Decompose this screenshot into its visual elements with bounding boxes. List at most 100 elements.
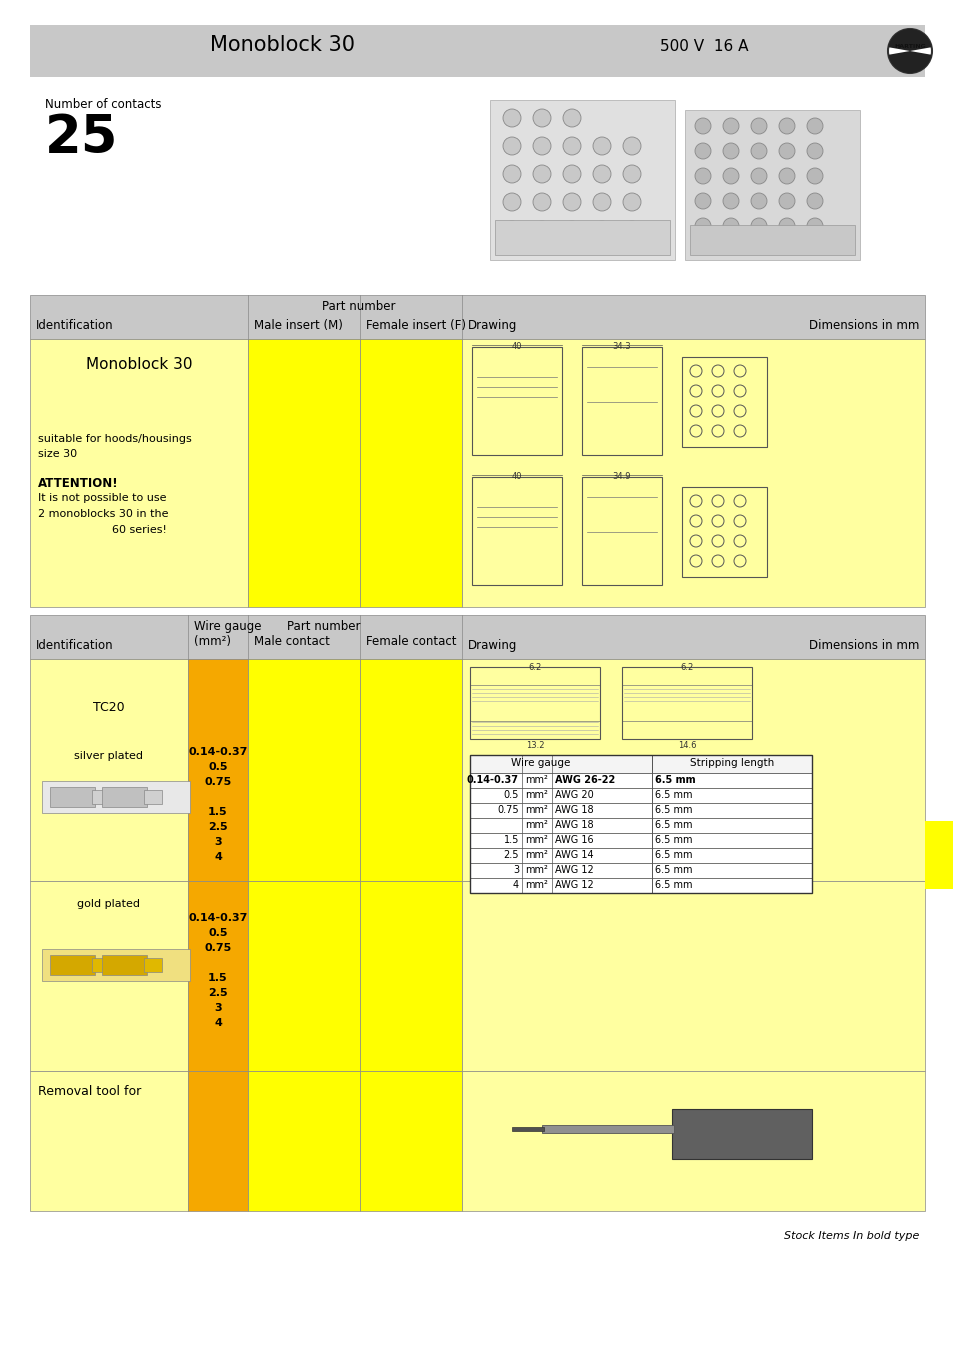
Text: mm²: mm²: [524, 865, 547, 875]
Text: Number of contacts: Number of contacts: [45, 99, 161, 111]
Circle shape: [779, 117, 794, 134]
Circle shape: [562, 136, 580, 155]
Text: 34.9: 34.9: [612, 472, 631, 481]
Text: 40: 40: [511, 472, 521, 481]
Bar: [470, 755, 811, 892]
Bar: [42, 949, 190, 981]
Text: AWG 18: AWG 18: [555, 819, 593, 830]
Bar: [684, 109, 859, 261]
Text: TC20: TC20: [93, 701, 125, 714]
Circle shape: [806, 167, 822, 184]
Bar: [248, 659, 359, 882]
Circle shape: [779, 193, 794, 209]
Text: Female contact: Female contact: [366, 634, 456, 648]
Bar: [30, 616, 924, 659]
Circle shape: [750, 143, 766, 159]
Bar: [30, 339, 248, 608]
Circle shape: [502, 109, 520, 127]
Text: AWG 12: AWG 12: [555, 865, 593, 875]
Text: Stock Items In bold type: Stock Items In bold type: [782, 1231, 918, 1241]
Text: 25: 25: [45, 112, 118, 163]
Bar: [359, 1071, 461, 1211]
Circle shape: [695, 117, 710, 134]
Bar: [681, 356, 766, 447]
Text: suitable for hoods/housings: suitable for hoods/housings: [38, 433, 192, 444]
Text: 2.5: 2.5: [208, 988, 228, 998]
Text: It is not possible to use: It is not possible to use: [38, 493, 167, 504]
Text: mm²: mm²: [524, 790, 547, 801]
Text: 6.5 mm: 6.5 mm: [655, 819, 692, 830]
Circle shape: [533, 193, 551, 211]
Text: size 30: size 30: [38, 450, 77, 459]
Bar: [144, 958, 162, 972]
Circle shape: [533, 109, 551, 127]
Bar: [581, 347, 661, 455]
Bar: [30, 1071, 188, 1211]
Circle shape: [806, 193, 822, 209]
Circle shape: [887, 28, 931, 73]
Circle shape: [750, 193, 766, 209]
Circle shape: [593, 165, 610, 184]
Text: Identification: Identification: [36, 639, 113, 652]
Bar: [470, 803, 811, 818]
Text: 6.5 mm: 6.5 mm: [655, 836, 692, 845]
Circle shape: [695, 167, 710, 184]
Circle shape: [593, 221, 610, 239]
Bar: [30, 26, 924, 77]
Text: 2.5: 2.5: [208, 822, 228, 832]
Bar: [102, 787, 147, 807]
Text: 0.14-0.37: 0.14-0.37: [467, 775, 518, 784]
Text: 4: 4: [213, 1018, 222, 1027]
Circle shape: [562, 165, 580, 184]
Bar: [30, 296, 924, 339]
Text: Removal tool for: Removal tool for: [38, 1085, 141, 1098]
Bar: [689, 225, 854, 255]
Text: 0.75: 0.75: [204, 944, 232, 953]
Circle shape: [502, 193, 520, 211]
Bar: [470, 833, 811, 848]
Bar: [470, 878, 811, 892]
Text: 2 monoblocks 30 in the: 2 monoblocks 30 in the: [38, 509, 169, 518]
Bar: [470, 755, 811, 774]
Text: 0.5: 0.5: [503, 790, 518, 801]
Text: Monoblock 30: Monoblock 30: [86, 356, 193, 373]
Text: AWG 14: AWG 14: [555, 850, 593, 860]
Bar: [188, 659, 248, 882]
Text: 60 series!: 60 series!: [112, 525, 166, 535]
Bar: [50, 954, 95, 975]
Circle shape: [533, 136, 551, 155]
Circle shape: [779, 217, 794, 234]
Text: mm²: mm²: [524, 850, 547, 860]
Circle shape: [622, 165, 640, 184]
Text: 0.75: 0.75: [497, 805, 518, 815]
Circle shape: [593, 193, 610, 211]
Text: 0.14-0.37: 0.14-0.37: [188, 913, 248, 923]
Text: 3: 3: [214, 1003, 222, 1012]
Bar: [512, 1127, 543, 1131]
Bar: [541, 1125, 673, 1133]
Text: HARTING: HARTING: [893, 45, 925, 50]
Text: 500 V  16 A: 500 V 16 A: [659, 39, 748, 54]
Text: 1.5: 1.5: [208, 973, 228, 983]
Text: 6.2: 6.2: [528, 663, 541, 672]
Text: AWG 12: AWG 12: [555, 880, 593, 890]
Bar: [461, 659, 924, 882]
Circle shape: [695, 217, 710, 234]
Bar: [621, 667, 751, 738]
Text: Identification: Identification: [36, 319, 113, 332]
Wedge shape: [887, 28, 931, 51]
Text: mm²: mm²: [524, 819, 547, 830]
Circle shape: [562, 193, 580, 211]
Circle shape: [806, 117, 822, 134]
Text: Monoblock 30: Monoblock 30: [210, 35, 355, 55]
Text: (mm²): (mm²): [193, 634, 231, 648]
Circle shape: [562, 109, 580, 127]
Text: 34.3: 34.3: [612, 342, 631, 351]
Text: gold plated: gold plated: [77, 899, 140, 909]
Bar: [144, 790, 162, 805]
Circle shape: [806, 217, 822, 234]
Text: Dimensions in mm: Dimensions in mm: [808, 639, 918, 652]
Text: Stripping length: Stripping length: [689, 757, 773, 768]
Bar: [461, 339, 924, 608]
Circle shape: [593, 136, 610, 155]
